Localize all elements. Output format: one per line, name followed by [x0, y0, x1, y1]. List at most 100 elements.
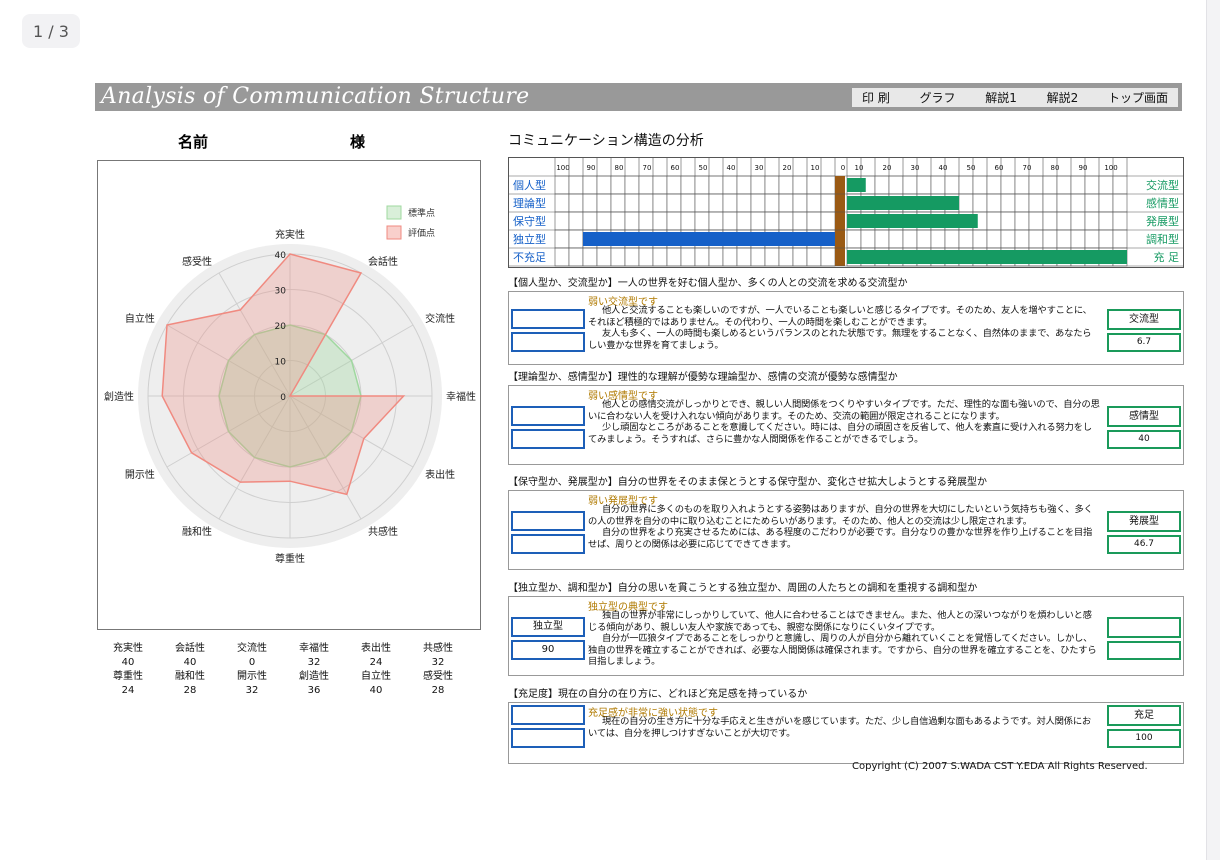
score-label: 幸福性 — [299, 643, 329, 654]
right-type-box: 感情型 — [1107, 406, 1181, 427]
header-title: Analysis of Communication Structure — [101, 84, 530, 109]
analysis-section: 【個人型か、交流型か】一人の世界を好む個人型か、多くの人との交流を求める交流型か… — [508, 277, 1184, 365]
bar-grid-cell — [680, 211, 696, 231]
bar-grid-cell — [736, 193, 752, 213]
left-type-boxes — [511, 705, 585, 751]
bar-grid-cell — [902, 175, 918, 195]
bar-grid-cell — [972, 193, 988, 213]
legend-evaluation-swatch — [386, 225, 402, 240]
right-value-box: 100 — [1107, 729, 1181, 748]
score-value: 36 — [307, 685, 321, 696]
bar-grid-cell — [736, 247, 752, 267]
bar-grid-cell — [1042, 211, 1058, 231]
right-value-box: 6.7 — [1107, 333, 1181, 352]
bar-grid-cell — [694, 247, 710, 267]
radar-tick-label: 40 — [275, 251, 287, 261]
bar-grid-cell — [652, 211, 668, 231]
print-button[interactable]: 印 刷 — [862, 91, 890, 105]
score-label: 充実性 — [113, 643, 143, 654]
bar-grid-cell — [638, 193, 654, 213]
section-box: 弱い感情型です 他人との感情交流がしっかりとでき、親しい人間関係をつくりやすいタイ… — [508, 385, 1184, 465]
bar-grid-cell — [1098, 229, 1114, 249]
bar-grid-cell — [582, 193, 598, 213]
bar-grid-cell — [958, 175, 974, 195]
bar-scale-label: 90 — [1079, 164, 1088, 172]
bar-grid-cell — [792, 193, 808, 213]
bar-left-value — [583, 232, 835, 246]
bar-grid-cell — [1042, 175, 1058, 195]
bar-grid-cell — [1070, 175, 1086, 195]
section-text: 他人との感情交流がしっかりとでき、親しい人間関係をつくりやすいタイプです。ただ、… — [588, 399, 1100, 445]
score-value: 32 — [245, 685, 259, 696]
radar-ticks: 0 10 20 30 40 — [275, 251, 287, 403]
score-value: 32 — [307, 657, 321, 668]
explanation1-button[interactable]: 解説1 — [985, 91, 1017, 105]
explanation2-button[interactable]: 解説2 — [1046, 91, 1079, 105]
bar-grid-cell — [806, 247, 822, 267]
bar-grid-cell — [1028, 229, 1044, 249]
bar-grid-cell — [1042, 229, 1058, 249]
bar-scale-label: 30 — [755, 164, 764, 172]
bar-grid-cell — [638, 247, 654, 267]
bar-grid-cell — [874, 175, 890, 195]
bar-grid-cell — [986, 211, 1002, 231]
bar-grid-cell — [958, 229, 974, 249]
bar-grid-cell — [624, 175, 640, 195]
bar-right-label: 発展型 — [1146, 214, 1179, 228]
left-type-box — [511, 705, 585, 725]
bar-grid-cell — [888, 229, 904, 249]
bar-right-value — [847, 250, 1127, 264]
section-paragraph: 少し頑固なところがあることを意識してください。時には、自分の頑固さを反省して、他… — [588, 422, 1092, 445]
left-type-boxes — [511, 309, 585, 355]
bar-left-label: 不充足 — [513, 250, 546, 264]
bar-grid-cell — [1014, 229, 1030, 249]
left-value-box — [511, 728, 585, 748]
left-type-boxes — [511, 511, 585, 557]
bar-left-label: 保守型 — [513, 214, 546, 228]
bar-grid-cell — [1000, 193, 1016, 213]
score-label: 開示性 — [237, 671, 267, 682]
bar-grid-cell — [708, 175, 724, 195]
bar-grid-cell — [554, 193, 570, 213]
legend-standard-label: 標準点 — [408, 207, 435, 219]
bar-grid-cell — [624, 247, 640, 267]
bar-grid-cell — [750, 211, 766, 231]
top-screen-button[interactable]: トップ画面 — [1107, 91, 1168, 105]
bar-scale-label: 70 — [1023, 164, 1032, 172]
section-heading: 【個人型か、交流型か】一人の世界を好む個人型か、多くの人との交流を求める交流型か — [508, 278, 908, 289]
bar-grid-cell — [596, 211, 612, 231]
bar-grid-cell — [568, 247, 584, 267]
right-type-boxes: 充足 100 — [1107, 705, 1181, 751]
section-paragraph: 他人と交流することも楽しいのですが、一人でいることも楽しいと感じるタイプです。そ… — [588, 305, 1092, 328]
section-heading: 【充足度】現在の自分の在り方に、どれほど充足感を持っているか — [508, 689, 808, 700]
radar-chart: 0 10 20 30 40 充実性 会話性 交流性 幸福性 表出性 共感性 尊重性 融和性 開示性 創造性… — [97, 160, 481, 630]
score-label: 感受性 — [423, 671, 453, 682]
section-box: 独立型 90 独立型の典型です 独自の世界が非常にしっかりしていて、他人に合わせること… — [508, 596, 1184, 676]
analysis-section: 【理論型か、感情型か】理性的な理解が優勢な理論型か、感情の交流が優勢な感情型か弱… — [508, 371, 1184, 465]
left-value-box — [511, 429, 585, 449]
graph-button[interactable]: グラフ — [919, 91, 956, 105]
copyright: Copyright (C) 2007 S.WADA CST Y.EDA All … — [852, 761, 1148, 772]
score-label: 融和性 — [175, 671, 205, 682]
score-label: 表出性 — [361, 643, 391, 654]
bar-grid-cell — [610, 175, 626, 195]
honorific: 様 — [350, 133, 366, 151]
right-value-box: 40 — [1107, 430, 1181, 449]
radar-axis-label: 充実性 — [275, 228, 305, 241]
bar-grid-cell — [986, 229, 1002, 249]
bar-grid-cell — [554, 211, 570, 231]
bar-grid-cell — [610, 193, 626, 213]
bar-grid-cell — [972, 229, 988, 249]
bar-grid-cell — [916, 175, 932, 195]
bar-grid-cell — [764, 247, 780, 267]
score-value: 28 — [183, 685, 197, 696]
bar-grid-cell — [820, 193, 836, 213]
bar-grid-cell — [1028, 211, 1044, 231]
bar-scale-label: 0 — [841, 164, 845, 172]
bar-grid-cell — [1028, 193, 1044, 213]
score-value: 40 — [183, 657, 197, 668]
analysis-section: 【充足度】現在の自分の在り方に、どれほど充足感を持っているか 充足感が非常に強い状… — [508, 688, 1184, 764]
name-label: 名前 — [178, 133, 209, 151]
